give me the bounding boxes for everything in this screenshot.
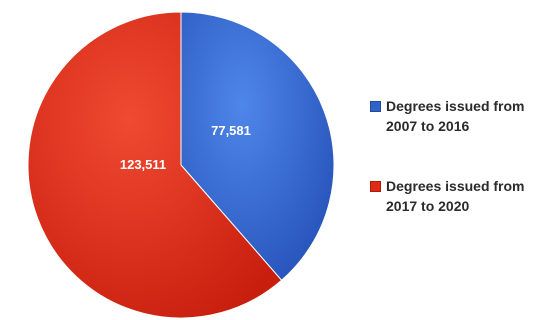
legend-label: Degrees issued from 2017 to 2020 — [386, 178, 525, 214]
legend-label: Degrees issued from 2007 to 2016 — [386, 98, 525, 134]
data-label-2017-2020: 123,511 — [120, 157, 166, 172]
data-label-2007-2016: 77,581 — [211, 123, 251, 138]
pie-slice-2007-2016 — [180, 11, 335, 281]
pie-slice-2017-2020 — [27, 11, 283, 319]
legend: Degrees issued from 2007 to 2016 Degrees… — [370, 96, 545, 256]
legend-item-2007-2016: Degrees issued from 2007 to 2016 — [370, 96, 545, 136]
legend-swatch-red — [370, 181, 381, 192]
legend-item-2017-2020: Degrees issued from 2017 to 2020 — [370, 176, 545, 216]
legend-swatch-blue — [370, 101, 381, 112]
